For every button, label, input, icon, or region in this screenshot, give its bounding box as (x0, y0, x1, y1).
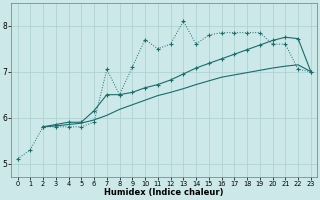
X-axis label: Humidex (Indice chaleur): Humidex (Indice chaleur) (104, 188, 224, 197)
